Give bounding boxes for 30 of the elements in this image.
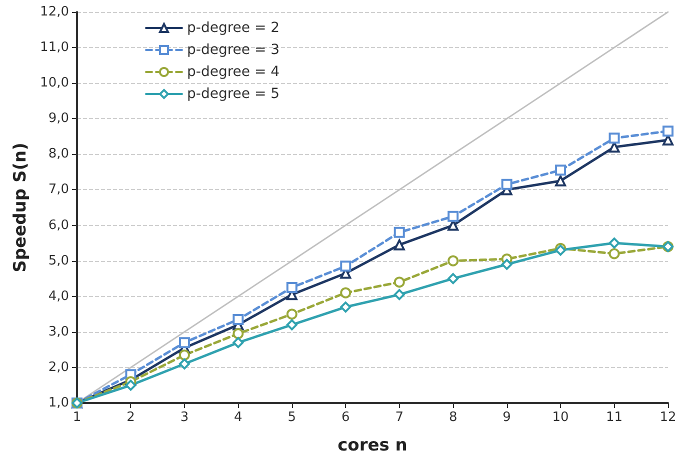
x-tick-label: 2	[126, 410, 135, 425]
x-tick-label: 9	[502, 410, 511, 425]
legend-label: p-degree = 3	[187, 42, 280, 58]
y-tick-label: 3,0	[48, 324, 69, 340]
y-axis-title: Speedup S(n)	[10, 142, 30, 272]
y-tick-label: 4,0	[48, 288, 69, 304]
x-tick-label: 12	[660, 410, 676, 425]
x-tick-label: 10	[552, 410, 569, 425]
legend-label: p-degree = 5	[187, 86, 280, 102]
y-tick-label: 12,0	[40, 4, 69, 20]
x-tick-label: 11	[606, 410, 623, 425]
x-tick-label: 8	[448, 410, 458, 425]
y-tick-label: 9,0	[48, 111, 69, 126]
y-tick-label: 7,0	[48, 182, 69, 198]
y-tick-label: 5,0	[48, 253, 69, 268]
x-tick-label: 3	[180, 410, 189, 425]
y-tick-label: 1,0	[48, 396, 69, 410]
y-tick-label: 11,0	[40, 40, 69, 56]
x-tick-label: 7	[395, 410, 404, 425]
legend-label: p-degree = 2	[187, 20, 280, 36]
x-tick-label: 6	[341, 410, 350, 425]
x-axis-title: cores n	[338, 436, 408, 456]
x-tick-label: 1	[72, 410, 82, 425]
y-tick-label: 6,0	[48, 218, 69, 233]
y-tick-label: 2,0	[48, 360, 69, 375]
x-tick-label: 4	[234, 410, 242, 425]
y-tick-label: 10,0	[40, 76, 69, 91]
x-tick-label: 5	[288, 410, 296, 425]
y-tick-label: 8,0	[48, 146, 69, 162]
legend-label: p-degree = 4	[187, 64, 280, 80]
